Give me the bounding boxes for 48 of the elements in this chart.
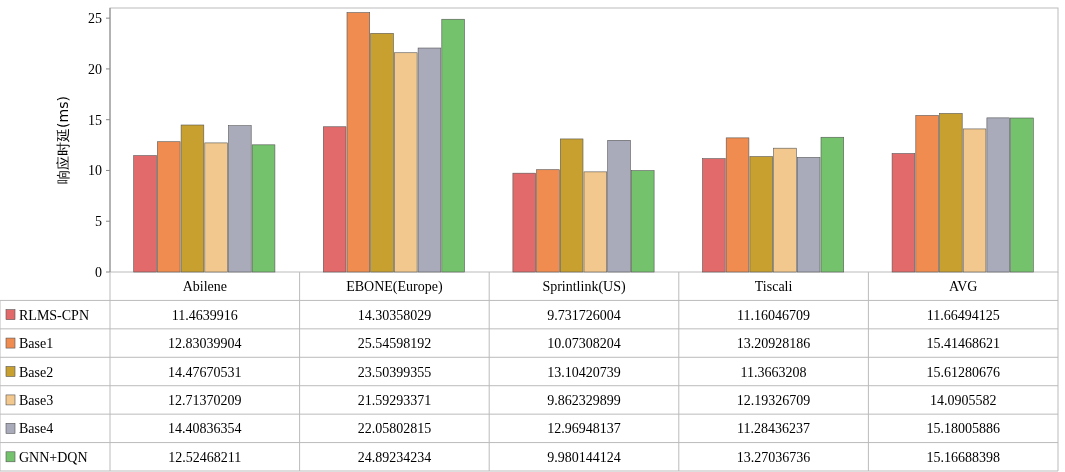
data-label: 14.30358029 <box>357 307 432 323</box>
legend-label: GNN+DQN <box>19 449 88 465</box>
y-tick-label: 0 <box>95 265 102 280</box>
y-tick-label: 15 <box>88 112 102 128</box>
data-label: 11.16046709 <box>737 307 811 323</box>
y-tick-label: 25 <box>88 11 102 27</box>
legend-label: RLMS-CPN <box>19 307 90 323</box>
legend-label: Base4 <box>19 421 54 437</box>
data-label: 12.96948137 <box>547 421 621 437</box>
x-tick-label: Abilene <box>182 279 227 295</box>
x-tick-label: Sprintlink(US) <box>542 279 626 296</box>
data-label: 9.862329899 <box>547 392 621 408</box>
data-label: 12.19326709 <box>736 392 811 408</box>
data-label: 22.05802815 <box>357 421 432 437</box>
data-label: 25.54598192 <box>357 336 432 352</box>
data-label: 11.3663208 <box>740 364 807 380</box>
y-tick-label: 20 <box>88 61 102 77</box>
y-tick-label: 5 <box>95 214 102 230</box>
data-label: 11.66494125 <box>926 307 1000 323</box>
data-label: 11.4639916 <box>171 307 238 323</box>
data-label: 12.52468211 <box>168 449 242 465</box>
data-label: 15.18005886 <box>926 421 1000 437</box>
data-label: 9.731726004 <box>547 307 621 323</box>
data-label: 13.20928186 <box>736 336 811 352</box>
data-label: 14.0905582 <box>929 392 997 408</box>
data-label: 10.07308204 <box>547 336 621 352</box>
data-label: 21.59293371 <box>357 392 432 408</box>
data-label: 9.980144124 <box>547 449 621 465</box>
data-label: 14.47670531 <box>168 364 242 380</box>
y-axis-title: 响应时延(ms) <box>55 96 71 184</box>
data-label: 15.16688398 <box>926 449 1000 465</box>
x-tick-label: AVG <box>948 279 978 295</box>
legend-label: Base3 <box>19 392 54 408</box>
x-tick-label: Tiscali <box>754 279 793 295</box>
legend-label: Base1 <box>19 336 54 352</box>
legend-label: Base2 <box>19 364 54 380</box>
data-label: 13.10420739 <box>547 364 621 380</box>
data-label: 24.89234234 <box>357 449 432 465</box>
data-label: 13.27036736 <box>736 449 811 465</box>
y-tick-label: 10 <box>88 163 102 179</box>
x-tick-label: EBONE(Europe) <box>346 279 443 296</box>
data-label: 11.28436237 <box>737 421 811 437</box>
data-label: 23.50399355 <box>357 364 432 380</box>
data-label: 15.41468621 <box>926 336 1000 352</box>
data-label: 12.83039904 <box>168 336 242 352</box>
data-label: 15.61280676 <box>926 364 1000 380</box>
data-label: 14.40836354 <box>168 421 242 437</box>
data-label: 12.71370209 <box>168 392 242 408</box>
